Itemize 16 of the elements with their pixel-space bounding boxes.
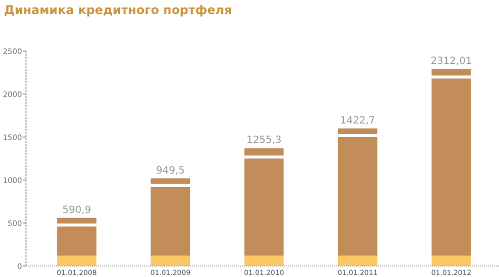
- bar: [150, 186, 190, 256]
- chart-title: Динамика кредитного портфеля: [4, 3, 232, 17]
- annotation: 1255,3: [246, 135, 282, 146]
- bar: [338, 137, 378, 256]
- annotation: 2312,01: [430, 56, 472, 68]
- bar: [432, 256, 471, 266]
- bar: [244, 158, 284, 256]
- bar: [432, 78, 471, 256]
- annotation: 1422,7: [340, 115, 376, 126]
- bar: [57, 256, 96, 266]
- annotation: 949,5: [156, 165, 185, 176]
- bar: [150, 256, 190, 266]
- annotation: 590,9: [62, 204, 92, 216]
- bar: [244, 256, 284, 266]
- bar: [338, 256, 378, 266]
- bar: [57, 226, 96, 256]
